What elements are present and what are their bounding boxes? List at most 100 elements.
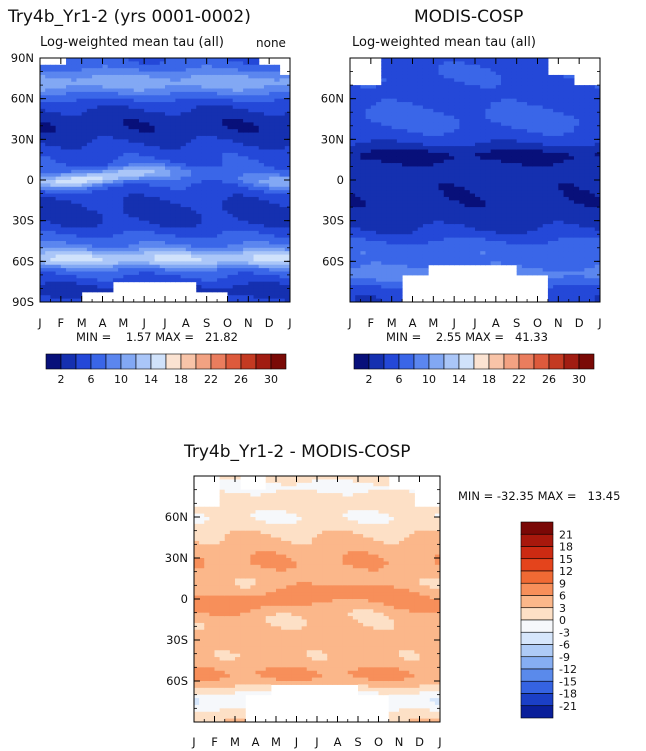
field-cell [92, 210, 98, 215]
field-cell [274, 224, 281, 228]
field-cell [149, 257, 156, 262]
field-cell [149, 193, 156, 198]
field-cell [370, 261, 377, 266]
x-tick-label: N [244, 316, 253, 330]
field-cell [45, 291, 51, 296]
field-cell [407, 254, 413, 259]
field-cell [386, 203, 393, 208]
field-cell [469, 220, 476, 225]
field-cell [40, 210, 46, 215]
field-cell [107, 58, 114, 62]
field-cell [422, 132, 429, 137]
field-cell [185, 95, 192, 100]
field-cell [170, 81, 176, 86]
field-cell [407, 186, 413, 191]
field-cell [55, 217, 62, 222]
field-cell [159, 254, 166, 259]
field-cell [438, 261, 445, 266]
field-cell [159, 139, 166, 144]
field-cell [253, 241, 260, 245]
field-cell [112, 251, 119, 256]
field-cell [459, 183, 466, 188]
field-cell [71, 71, 77, 76]
field-cell [180, 95, 187, 100]
field-cell [417, 210, 424, 215]
field-cell [386, 261, 393, 266]
field-cell [448, 91, 455, 96]
field-cell [107, 281, 114, 286]
field-cell [417, 139, 424, 144]
field-cell [232, 200, 239, 205]
field-cell [381, 224, 387, 228]
field-cell [180, 71, 187, 76]
field-cell [175, 88, 182, 93]
field-cell [211, 186, 218, 191]
field-cell [248, 146, 255, 150]
field-cell [402, 271, 408, 276]
field-cell [180, 169, 187, 174]
field-cell [154, 61, 161, 66]
field-cell [170, 152, 176, 157]
field-cell [433, 166, 440, 171]
field-cell [86, 71, 93, 76]
field-cell [248, 142, 255, 147]
field-cell [123, 271, 130, 276]
field-cell [274, 112, 281, 117]
field-cell [227, 237, 234, 242]
field-cell [55, 156, 62, 161]
field-cell [191, 78, 197, 83]
field-cell [396, 91, 403, 96]
field-cell [102, 132, 109, 137]
field-cell [40, 298, 46, 303]
field-cell [448, 129, 455, 134]
field-cell [243, 224, 249, 228]
field-cell [55, 254, 62, 259]
field-cell [175, 176, 182, 181]
field-cell [185, 74, 192, 79]
field-cell [138, 152, 145, 157]
field-cell [428, 220, 434, 225]
field-cell [55, 78, 62, 83]
field-cell [279, 169, 286, 174]
field-cell [123, 227, 130, 232]
field-cell [170, 88, 176, 93]
field-cell [81, 271, 88, 276]
field-cell [170, 196, 176, 201]
field-cell [360, 295, 367, 300]
field-cell [454, 257, 460, 262]
field-cell [464, 224, 471, 228]
field-cell [191, 163, 197, 167]
field-cell [391, 298, 398, 303]
field-cell [206, 271, 213, 276]
field-cell [185, 108, 192, 113]
field-cell [107, 125, 114, 130]
field-cell [128, 119, 135, 123]
field-cell [355, 146, 361, 150]
field-cell [66, 251, 72, 256]
field-cell [144, 241, 150, 245]
field-cell [123, 210, 130, 215]
field-cell [284, 139, 291, 144]
field-cell [102, 278, 109, 283]
field-cell [133, 88, 140, 93]
field-cell [118, 112, 124, 117]
field-cell [185, 190, 192, 195]
field-cell [370, 169, 377, 174]
field-cell [112, 220, 119, 225]
field-cell [407, 166, 413, 171]
field-cell [185, 169, 192, 174]
field-cell [438, 95, 445, 100]
field-cell [222, 173, 228, 178]
field-cell [154, 78, 161, 83]
field-cell [438, 129, 445, 134]
field-cell [175, 152, 182, 157]
field-cell [454, 132, 460, 137]
field-cell [118, 247, 124, 252]
field-cell [102, 166, 109, 171]
field-cell [459, 244, 466, 249]
field-cell [191, 132, 197, 137]
field-cell [402, 210, 408, 215]
field-cell [154, 210, 161, 215]
field-cell [76, 159, 83, 164]
field-cell [391, 288, 398, 293]
